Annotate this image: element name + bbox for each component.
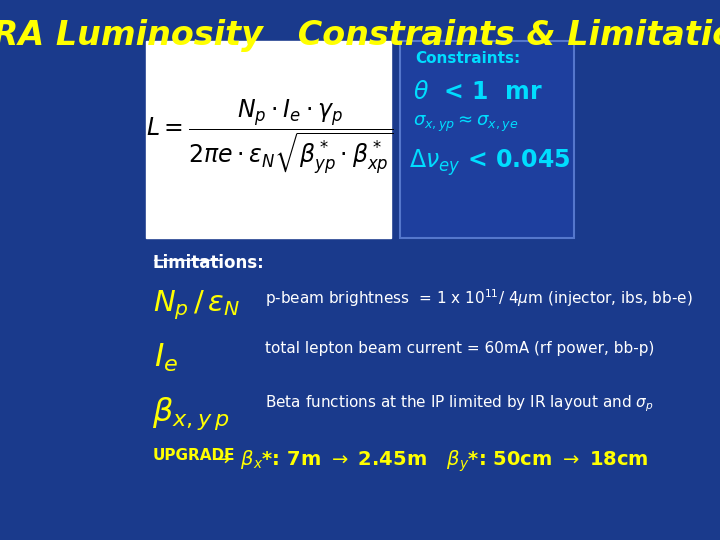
Text: total lepton beam current = 60mA (rf power, bb-p): total lepton beam current = 60mA (rf pow… (265, 341, 654, 356)
Text: p-beam brightness  = 1 x 10$^{11}$/ 4$\mu$m (injector, ibs, bb-e): p-beam brightness = 1 x 10$^{11}$/ 4$\mu… (265, 287, 693, 309)
Text: $\rightarrow$ $\beta_x$*: 7m $\rightarrow$ 2.45m   $\beta_y$*: 50cm $\rightarrow: $\rightarrow$ $\beta_x$*: 7m $\rightarro… (210, 448, 649, 474)
Text: $L = \dfrac{N_p \cdot I_e \cdot \gamma_p}{2\pi e \cdot \varepsilon_N \sqrt{\beta: $L = \dfrac{N_p \cdot I_e \cdot \gamma_p… (146, 98, 393, 178)
Text: Beta functions at the IP limited by IR layout and $\sigma_p$: Beta functions at the IP limited by IR l… (265, 393, 654, 414)
Text: $\Delta\nu_{ey}$ < 0.045: $\Delta\nu_{ey}$ < 0.045 (410, 147, 571, 178)
Text: $I_e$: $I_e$ (154, 341, 178, 374)
Text: $N_p\,/\,\varepsilon_N$: $N_p\,/\,\varepsilon_N$ (153, 289, 240, 322)
Text: $\theta$  < 1  mr: $\theta$ < 1 mr (413, 80, 543, 104)
Text: HERA Luminosity   Constraints & Limitations: HERA Luminosity Constraints & Limitation… (0, 19, 720, 52)
Text: $\sigma_{x,yp} \approx \sigma_{x,ye}$: $\sigma_{x,yp} \approx \sigma_{x,ye}$ (413, 113, 518, 133)
FancyBboxPatch shape (400, 40, 574, 238)
Text: UPGRADE: UPGRADE (153, 448, 235, 463)
Text: Limitations:: Limitations: (153, 254, 264, 272)
Text: $\beta_{x,y\,p}$: $\beta_{x,y\,p}$ (152, 395, 229, 432)
Text: Constraints:: Constraints: (415, 51, 521, 66)
FancyBboxPatch shape (146, 40, 391, 238)
